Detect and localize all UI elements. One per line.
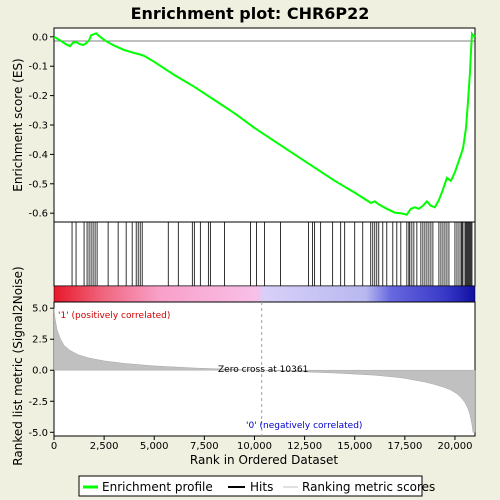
es-y-tick-label: -0.4	[28, 150, 48, 161]
legend: Enrichment profile Hits Ranking metric s…	[78, 475, 435, 497]
chart-title: Enrichment plot: CHR6P22	[131, 4, 370, 23]
metric-y-ticks: 5.0 2.5 0.0 -2.5 -5.0	[28, 304, 54, 439]
legend-label-enrichment-profile: Enrichment profile	[102, 480, 213, 494]
x-tick-label: 10,000	[237, 441, 272, 452]
hits-panel	[53, 221, 476, 287]
es-y-tick-label: -0.3	[28, 121, 48, 132]
x-tick-label: 15,000	[337, 441, 372, 452]
legend-box	[78, 475, 423, 497]
x-tick-label: 7,500	[190, 441, 219, 452]
es-y-tick-label: -0.5	[28, 179, 48, 190]
es-y-tick-label: 0.0	[32, 32, 48, 43]
metric-y-tick-label: -2.5	[28, 397, 48, 408]
x-tick-label: 2,500	[90, 441, 119, 452]
x-tick-label: 20,000	[437, 441, 472, 452]
es-y-ticks: 0.0 -0.1 -0.2 -0.3 -0.4 -0.5 -0.6	[28, 32, 54, 220]
positive-correlation-label: '1' (positively correlated)	[58, 311, 170, 321]
rank-color-bar	[53, 285, 476, 303]
metric-y-tick-label: 5.0	[32, 304, 48, 315]
hit-lines	[71, 222, 473, 286]
es-panel: 0.0 -0.1 -0.2 -0.3 -0.4 -0.5 -0.6 Enrichment s…	[11, 27, 476, 223]
x-tick-label: 12,500	[287, 441, 322, 452]
x-tick-label: 5,000	[140, 441, 169, 452]
es-y-tick-label: -0.2	[28, 91, 48, 102]
metric-y-tick-label: -5.0	[28, 428, 48, 439]
x-tick-label: 0	[51, 441, 57, 452]
es-y-label: Enrichment score (ES)	[11, 58, 25, 191]
metric-y-tick-label: 2.5	[32, 335, 48, 346]
negative-correlation-label: '0' (negatively correlated)	[246, 421, 362, 431]
es-y-tick-label: -0.6	[28, 209, 48, 220]
metric-y-label: Ranked list metric (Signal2Noise)	[11, 266, 25, 465]
x-tick-label: 17,500	[387, 441, 422, 452]
ranking-metric-area	[53, 308, 476, 433]
es-y-tick-label: -0.1	[28, 62, 48, 73]
zero-cross-label: Zero cross at 10361	[218, 365, 308, 375]
es-plot-area	[53, 27, 476, 223]
legend-label-ranking-metric: Ranking metric scores	[302, 480, 435, 494]
legend-label-hits: Hits	[250, 480, 273, 494]
metric-y-tick-label: 0.0	[32, 366, 48, 377]
enrichment-profile-line	[53, 31, 476, 216]
x-axis-label: Rank in Ordered Dataset	[190, 453, 338, 467]
x-axis-ticks: 0 2,500 5,000 7,500 10,000 12,500 15,000 17,500…	[51, 436, 472, 452]
metric-panel: 5.0 2.5 0.0 -2.5 -5.0 '1' (positively correl…	[11, 266, 476, 466]
